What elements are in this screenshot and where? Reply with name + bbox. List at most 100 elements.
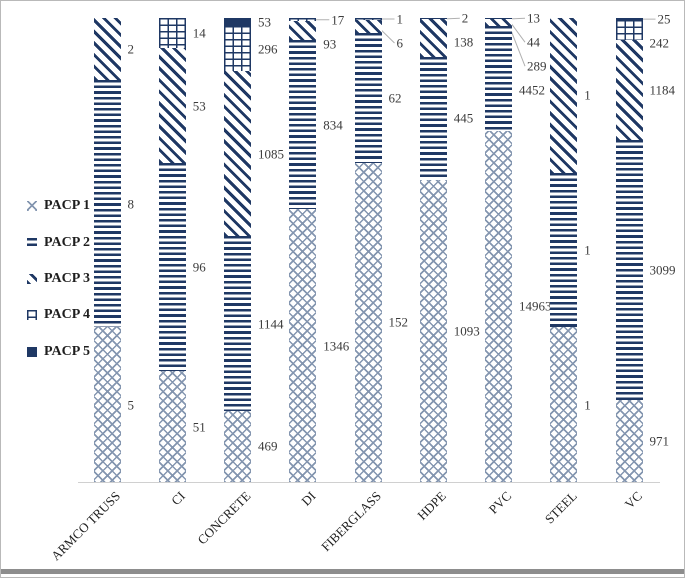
data-label: 1 (584, 397, 591, 413)
legend-label: PACP 3 (44, 270, 91, 286)
data-label: 1 (584, 242, 591, 258)
category-label-hdpe: HDPE (414, 488, 450, 523)
data-label: 53 (258, 14, 271, 30)
data-label: 1 (584, 87, 591, 103)
data-label: 4452 (519, 82, 545, 98)
data-label: 3099 (649, 262, 676, 278)
bar-segment-pvc-pacp-4 (485, 18, 512, 20)
data-label: 1085 (258, 146, 284, 162)
data-label: 445 (453, 110, 474, 126)
data-label: 14963 (519, 298, 552, 314)
data-label: 51 (192, 419, 206, 435)
bar-segment-vc-pacp-5 (615, 18, 643, 21)
bar-segment-concrete-pacp-4 (224, 26, 251, 72)
data-label: 8 (127, 196, 135, 212)
data-label: 6 (396, 35, 404, 51)
bar-segment-vc-pacp-2 (615, 139, 643, 401)
data-label: 93 (323, 36, 337, 52)
brick-swatch-icon (27, 310, 37, 321)
data-label: 2 (127, 41, 135, 57)
data-label: 242 (649, 35, 670, 51)
data-label: 1144 (258, 316, 284, 331)
bar-segment-di-pacp-2 (289, 40, 317, 210)
bar-segment-fiberglass-pacp-4 (354, 18, 382, 21)
bar-segment-vc-pacp-3 (615, 40, 643, 140)
bar-segment-concrete-pacp-5 (224, 18, 251, 27)
data-label: 17 (331, 12, 345, 28)
bar-segment-concrete-pacp-3 (224, 71, 251, 237)
bar-segment-ci-pacp-2 (158, 163, 186, 372)
data-label: 971 (649, 433, 670, 449)
legend-item-pacp-5: PACP 5 (27, 334, 90, 370)
category-label-vc: VC (621, 488, 645, 512)
bar-segment-di-pacp-1 (289, 209, 317, 482)
bar-segment-armco-truss-pacp-1 (93, 327, 121, 482)
bar-segment-pvc-pacp-5 (485, 18, 512, 19)
data-label: 44 (527, 34, 540, 50)
bar-segment-fiberglass-pacp-2 (354, 32, 382, 163)
diagonal-stripes-swatch-icon (27, 273, 37, 284)
data-label: 1346 (323, 338, 350, 354)
horizontal-stripes-swatch-icon (27, 237, 37, 248)
bar-segment-vc-pacp-4 (615, 20, 643, 41)
category-label-ci: CI (168, 488, 189, 509)
category-label-steel: STEEL (541, 488, 580, 527)
bottom-border-band (1, 569, 684, 574)
bar-segment-concrete-pacp-2 (224, 236, 251, 411)
legend-label: PACP 4 (44, 307, 91, 323)
bar-segment-ci-pacp-1 (158, 371, 186, 482)
data-label: 152 (388, 314, 409, 330)
legend-label: PACP 1 (44, 198, 91, 214)
data-label: 96 (192, 259, 206, 275)
data-label: 62 (388, 90, 402, 106)
category-label-pvc: PVC (485, 488, 515, 517)
legend-item-pacp-4: PACP 4 (27, 297, 90, 333)
crosshatch-swatch-icon (27, 201, 37, 212)
data-label: 469 (258, 438, 278, 454)
bar-segment-steel-pacp-2 (550, 172, 578, 328)
bar-segment-vc-pacp-1 (615, 400, 643, 482)
bar-segment-hdpe-pacp-1 (419, 179, 447, 482)
category-label-di: DI (298, 488, 319, 509)
legend-label: PACP 5 (44, 343, 91, 359)
bar-segment-armco-truss-pacp-2 (93, 79, 121, 328)
data-label: 25 (657, 11, 671, 27)
bar-segment-hdpe-pacp-4 (419, 18, 447, 19)
bar-segment-ci-pacp-4 (158, 18, 186, 49)
data-label: 289 (527, 58, 547, 74)
bar-segment-fiberglass-pacp-3 (354, 20, 382, 33)
legend-item-pacp-3: PACP 3 (27, 261, 90, 297)
data-label: 296 (258, 41, 278, 57)
category-label-concrete: CONCRETE (194, 488, 254, 548)
data-label: 14 (192, 25, 206, 41)
x-axis-line (78, 482, 660, 483)
data-label: 138 (453, 34, 474, 50)
data-label: 1184 (649, 82, 676, 98)
data-label: 53 (192, 98, 206, 114)
legend: PACP 1 PACP 2 PACP 3 PACP 4 PACP 5 (27, 188, 90, 370)
data-label: 2 (461, 10, 469, 26)
bar-segment-fiberglass-pacp-1 (354, 162, 382, 482)
bar-segment-steel-pacp-1 (550, 327, 578, 482)
bar-segment-hdpe-pacp-3 (419, 18, 447, 57)
solid-swatch-icon (27, 346, 37, 357)
category-label-armco-truss: ARMCO TRUSS (47, 488, 123, 564)
legend-label: PACP 2 (44, 234, 91, 250)
bar-segment-pvc-pacp-1 (485, 130, 512, 482)
data-label: 1093 (453, 323, 480, 339)
data-label: 5 (127, 397, 135, 413)
bar-segment-di-pacp-4 (289, 18, 317, 22)
bar-segment-di-pacp-3 (289, 21, 317, 41)
legend-item-pacp-2: PACP 2 (27, 224, 90, 260)
bar-segment-armco-truss-pacp-3 (93, 18, 121, 80)
bar-segment-hdpe-pacp-2 (419, 56, 447, 180)
category-label-fiberglass: FIBERGLASS (318, 488, 384, 555)
legend-item-pacp-1: PACP 1 (27, 188, 90, 224)
data-label: 13 (527, 10, 540, 26)
data-label: 1 (396, 11, 404, 27)
bar-segment-pvc-pacp-3 (485, 19, 512, 27)
bar-segment-pvc-pacp-2 (485, 26, 512, 131)
bar-segment-concrete-pacp-1 (224, 410, 251, 482)
data-label: 834 (323, 117, 343, 133)
